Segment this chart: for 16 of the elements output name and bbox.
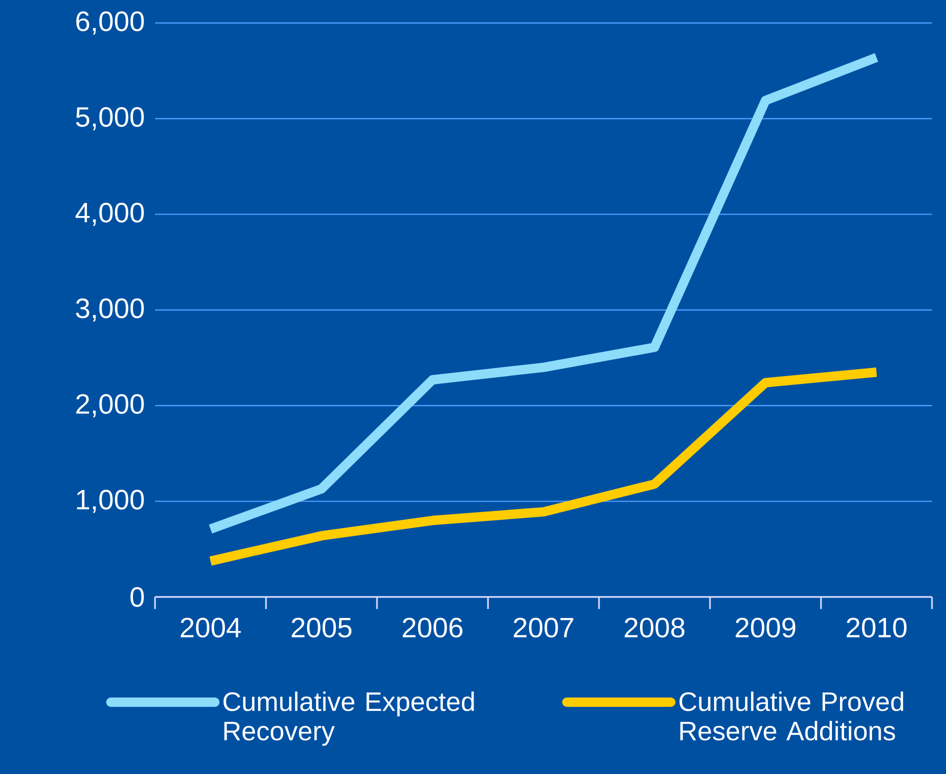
y-tick-label: 0 (130, 587, 144, 607)
x-tick-label: 2010 (846, 618, 907, 638)
y-tick-label: 2,000 (76, 394, 144, 418)
x-tick-label: 2008 (624, 618, 684, 638)
legend-label: Cumulative Expected Recovery (224, 692, 474, 746)
x-tick-label: 2007 (514, 618, 574, 638)
y-tick-label: 6,000 (76, 11, 144, 35)
y-tick-label: 4,000 (76, 202, 144, 226)
x-tick-label: 2004 (180, 618, 241, 638)
y-tick-label: 3,000 (76, 298, 144, 322)
x-tick-label: 2009 (736, 618, 796, 638)
y-tick-label: 1,000 (77, 490, 144, 513)
y-tick-label: 5,000 (76, 107, 144, 130)
x-tick-label: 2005 (292, 618, 352, 638)
legend-label: Cumulative Proved Reserve Additions (680, 692, 904, 740)
x-tick-label: 2006 (402, 618, 462, 638)
